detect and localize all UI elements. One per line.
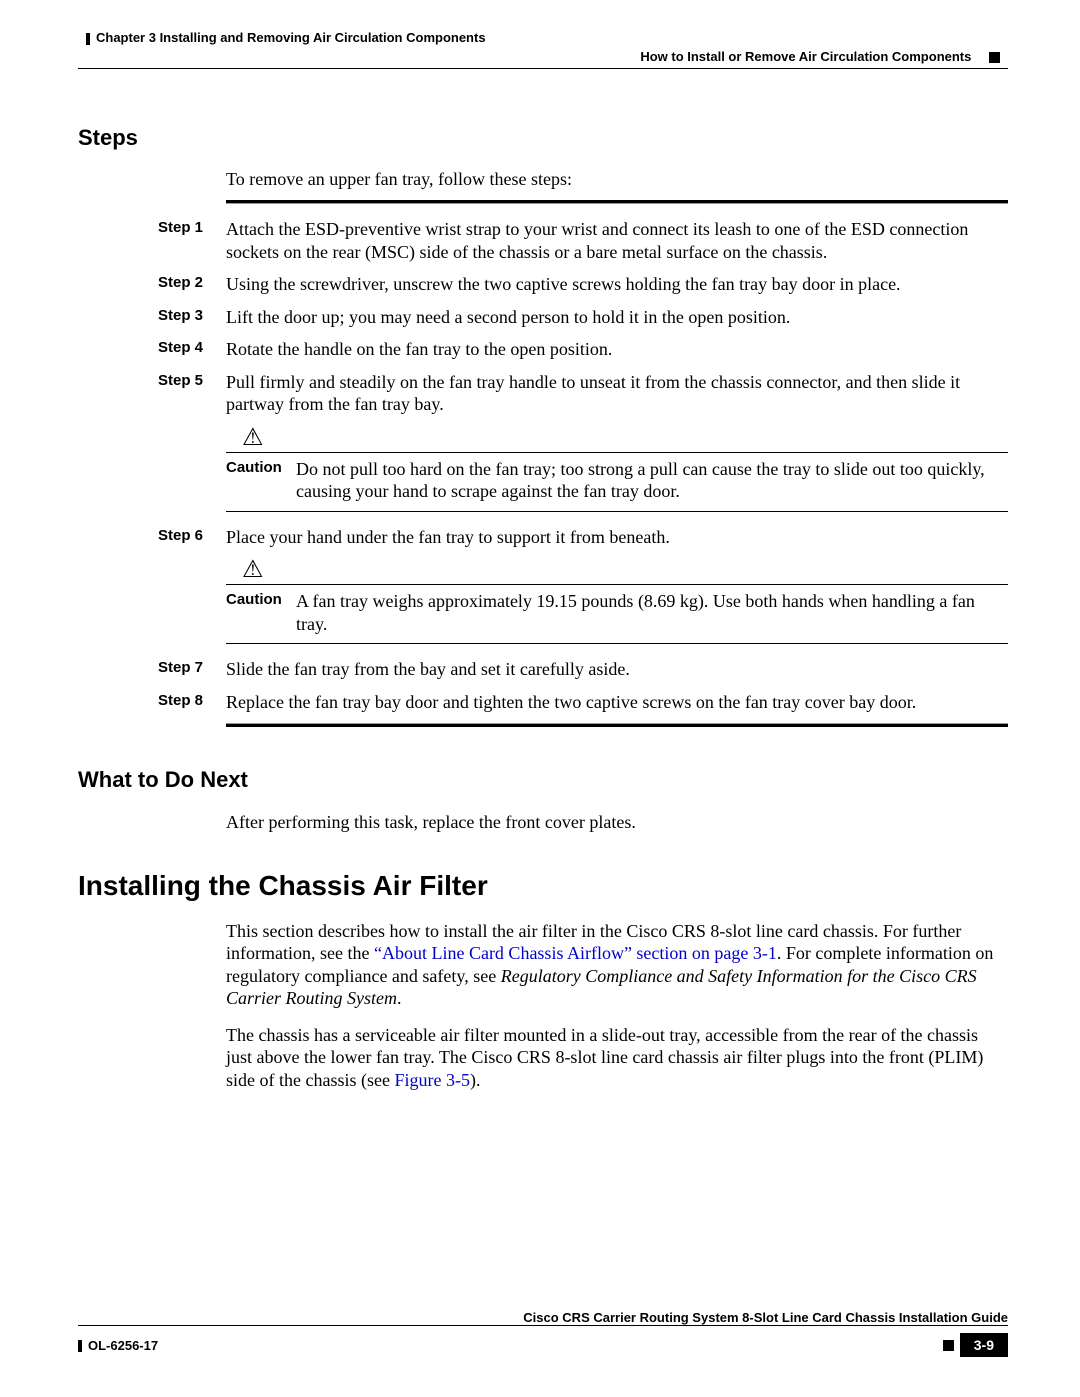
footer-ol-text: OL-6256-17 [88,1338,158,1353]
step-label: Step 8 [78,691,226,714]
step-label: Step 1 [78,218,226,263]
caution-body: Caution Do not pull too hard on the fan … [226,453,1008,512]
step-label: Step 4 [78,338,226,361]
footer-guide-title: Cisco CRS Carrier Routing System 8-Slot … [78,1310,1008,1325]
step-label: Step 6 [78,526,226,549]
step-row: Step 5 Pull firmly and steadily on the f… [78,371,1008,416]
figure-link[interactable]: Figure 3-5 [394,1070,470,1090]
step-label: Step 5 [78,371,226,416]
p2-text-a: The chassis has a serviceable air filter… [226,1025,983,1090]
footer-bar-icon [78,1340,82,1352]
steps-heading: Steps [78,125,1008,151]
footer-page-number: 3-9 [960,1333,1008,1357]
step-row: Step 1 Attach the ESD-preventive wrist s… [78,218,1008,263]
step-text: Using the screwdriver, unscrew the two c… [226,273,1008,296]
step-text: Replace the fan tray bay door and tighte… [226,691,1008,714]
steps-intro: To remove an upper fan tray, follow thes… [226,169,1008,190]
header-chapter-line: Chapter 3 Installing and Removing Air Ci… [78,30,1008,45]
what-next-text: After performing this task, replace the … [226,811,1008,834]
caution-icon-row: ⚠ [226,426,1008,453]
warning-icon: ⚠ [242,425,264,451]
p1-text-c: . [397,988,402,1008]
caution-text: Do not pull too hard on the fan tray; to… [296,458,1008,503]
warning-icon: ⚠ [242,557,264,583]
airflow-section-link[interactable]: “About Line Card Chassis Airflow” sectio… [374,943,777,963]
step-row: Step 3 Lift the door up; you may need a … [78,306,1008,329]
steps-bottom-rule [226,723,1008,727]
what-next-heading: What to Do Next [78,767,1008,793]
header-square-icon [989,52,1000,63]
step-row: Step 7 Slide the fan tray from the bay a… [78,658,1008,681]
footer-square-icon [943,1340,954,1351]
step-text: Slide the fan tray from the bay and set … [226,658,1008,681]
page-content: Chapter 3 Installing and Removing Air Ci… [78,30,1008,1105]
footer-rule [78,1325,1008,1329]
p2-text-b: ). [470,1070,481,1090]
caution-label: Caution [226,590,296,635]
footer-bottom-row: OL-6256-17 3-9 [78,1333,1008,1357]
caution-label: Caution [226,458,296,503]
step-text: Lift the door up; you may need a second … [226,306,1008,329]
caution-block: ⚠ Caution Do not pull too hard on the fa… [226,426,1008,512]
install-filter-heading: Installing the Chassis Air Filter [78,870,1008,902]
step-text: Rotate the handle on the fan tray to the… [226,338,1008,361]
header-section-text: How to Install or Remove Air Circulation… [640,49,971,64]
step-label: Step 7 [78,658,226,681]
step-label: Step 3 [78,306,226,329]
steps-top-rule [226,200,1008,204]
step-row: Step 2 Using the screwdriver, unscrew th… [78,273,1008,296]
caution-text: A fan tray weighs approximately 19.15 po… [296,590,1008,635]
footer-page-wrap: 3-9 [943,1333,1008,1357]
page-footer: Cisco CRS Carrier Routing System 8-Slot … [78,1310,1008,1357]
step-text: Pull firmly and steadily on the fan tray… [226,371,1008,416]
step-row: Step 8 Replace the fan tray bay door and… [78,691,1008,714]
step-text: Attach the ESD-preventive wrist strap to… [226,218,1008,263]
install-filter-p2: The chassis has a serviceable air filter… [226,1024,1008,1092]
install-filter-p1: This section describes how to install th… [226,920,1008,1010]
header-chapter-text: Chapter 3 Installing and Removing Air Ci… [96,30,486,45]
step-label: Step 2 [78,273,226,296]
caution-icon-row: ⚠ [226,558,1008,585]
running-header: Chapter 3 Installing and Removing Air Ci… [78,30,1008,80]
step-text: Place your hand under the fan tray to su… [226,526,1008,549]
caution-body: Caution A fan tray weighs approximately … [226,585,1008,644]
step-row: Step 6 Place your hand under the fan tra… [78,526,1008,549]
header-bar-icon [86,33,90,45]
step-row: Step 4 Rotate the handle on the fan tray… [78,338,1008,361]
header-section-line: How to Install or Remove Air Circulation… [78,49,1008,69]
caution-block: ⚠ Caution A fan tray weighs approximatel… [226,558,1008,644]
footer-doc-id: OL-6256-17 [78,1338,158,1353]
